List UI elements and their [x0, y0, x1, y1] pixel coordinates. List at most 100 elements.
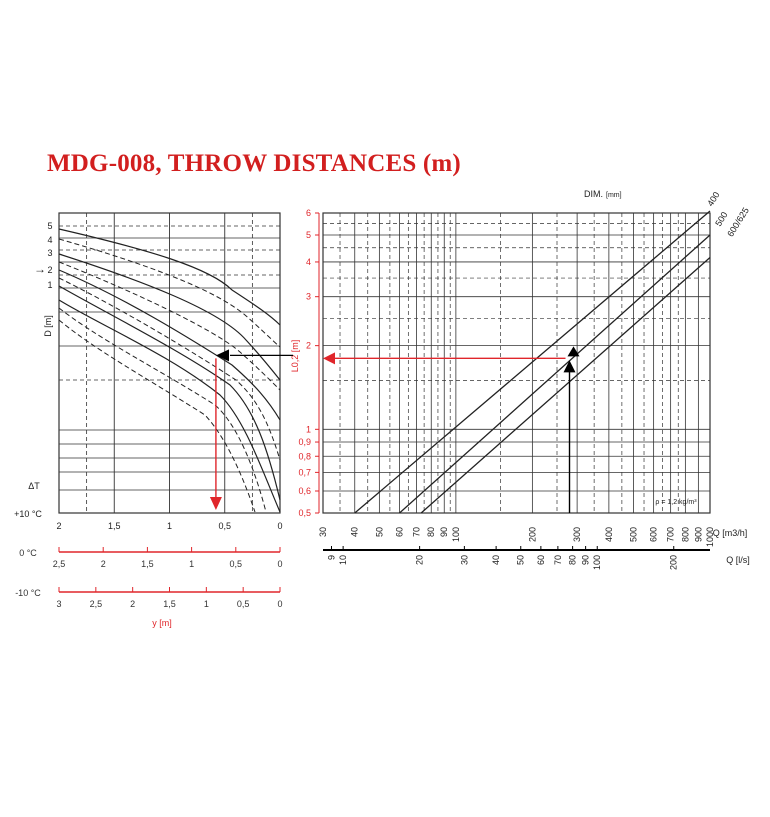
q-ls-tick-label-9: 90	[581, 555, 591, 565]
page-title: MDG-008, THROW DISTANCES (m)	[47, 150, 461, 177]
q-m3h-tick-label-14: 800	[680, 527, 690, 542]
left-curve-dashed-2	[58, 277, 281, 461]
dim-label: DIM.	[584, 189, 603, 199]
scale-1-tick-label-3: 1	[189, 559, 194, 569]
example-up-arrowhead-icon	[563, 360, 576, 373]
scale-2-tick-label-6: 0	[277, 599, 282, 609]
left-curve-dashed-0	[58, 238, 281, 348]
q-ls-tick-label-1: 10	[338, 555, 348, 565]
left-curve-label-4: 4	[47, 235, 52, 245]
q-ls-tick-label-4: 40	[491, 555, 501, 565]
left-curve-label-1: 1	[47, 280, 52, 290]
q-m3h-tick-label-10: 400	[604, 527, 614, 542]
q-ls-tick-label-10: 100	[592, 555, 602, 570]
scale-name-0: +10 °C	[14, 509, 42, 519]
q-m3h-tick-label-9: 300	[572, 527, 582, 542]
left-curve-4	[58, 299, 281, 513]
q-ls-axis-label: Q [l/s]	[726, 555, 750, 565]
scale-2-tick-label-2: 2	[130, 599, 135, 609]
scale-2-tick-label-4: 1	[204, 599, 209, 609]
left-marker-arrow-icon: →	[34, 262, 46, 276]
q-m3h-tick-label-7: 100	[451, 527, 461, 542]
right-y-tick-label-10: 0,5	[298, 508, 311, 518]
right-y-tick-label-6: 0,9	[298, 437, 311, 447]
left-curve-dashed-1	[58, 261, 281, 391]
q-ls-tick-label-5: 50	[516, 555, 526, 565]
example-red-left-arrowhead-icon	[323, 352, 335, 365]
q-ls-tick-label-0: 9	[326, 555, 336, 560]
scale-1-tick-label-5: 0	[277, 559, 282, 569]
left-curve-label-2: 2	[47, 265, 52, 275]
scale-0-tick-label-1: 1,5	[108, 521, 121, 531]
q-m3h-tick-label-0: 30	[318, 527, 328, 537]
q-m3h-tick-label-4: 70	[412, 527, 422, 537]
example-line-arrowhead-icon	[567, 346, 580, 357]
right-y-tick-label-0: 6	[306, 208, 311, 218]
left-y-axis-label: D [m]	[43, 315, 53, 337]
q-ls-tick-label-2: 20	[415, 555, 425, 565]
scale-0-tick-label-2: 1	[167, 521, 172, 531]
dim-series-line-600-625	[420, 257, 711, 514]
left-chart-frame	[58, 212, 281, 514]
q-m3h-tick-label-3: 60	[394, 527, 404, 537]
left-curve-label-5: 5	[47, 221, 52, 231]
dim-series-label-600-625: 600/625	[725, 206, 751, 239]
scale-2-tick-label-0: 3	[56, 599, 61, 609]
right-chart-frame	[322, 212, 711, 514]
q-ls-tick-label-11: 200	[669, 555, 679, 570]
scale-0-tick-label-3: 0,5	[218, 521, 231, 531]
example-left-chart-arrowhead-icon	[216, 349, 229, 362]
scale-1-tick-label-2: 1,5	[141, 559, 154, 569]
left-curve-3	[58, 285, 281, 501]
left-x-axis-label: y [m]	[152, 618, 172, 628]
dim-series-line-500	[399, 234, 711, 514]
right-y-tick-label-7: 0,8	[298, 451, 311, 461]
dim-series-label-400: 400	[705, 190, 721, 208]
q-m3h-axis-label: Q [m3/h]	[713, 528, 748, 538]
delta-t-label: ΔT	[28, 481, 40, 491]
scale-1-tick-label-0: 2,5	[53, 559, 66, 569]
q-ls-tick-label-8: 80	[568, 555, 578, 565]
q-m3h-tick-label-16: 1000	[705, 527, 715, 547]
q-m3h-tick-label-12: 600	[649, 527, 659, 542]
scale-name-1: 0 °C	[19, 548, 37, 558]
right-y-tick-label-4: 2	[306, 341, 311, 351]
left-curve-dashed-3	[58, 307, 267, 513]
scale-1-tick-label-4: 0,5	[230, 559, 243, 569]
scale-0-tick-label-4: 0	[277, 521, 282, 531]
left-curve-0	[58, 228, 281, 326]
right-y-tick-label-3: 3	[306, 292, 311, 302]
q-m3h-tick-label-6: 90	[439, 527, 449, 537]
scale-2-tick-label-5: 0,5	[237, 599, 250, 609]
scale-2-tick-label-1: 2,5	[90, 599, 103, 609]
right-y-tick-label-8: 0,7	[298, 467, 311, 477]
dim-series-label-500: 500	[713, 210, 729, 228]
q-m3h-tick-label-5: 80	[426, 527, 436, 537]
scale-0-tick-label-0: 2	[56, 521, 61, 531]
left-curve-1	[58, 253, 281, 381]
scale-2-tick-label-3: 1,5	[163, 599, 176, 609]
q-m3h-tick-label-8: 200	[527, 527, 537, 542]
q-m3h-tick-label-15: 900	[693, 527, 703, 542]
right-y-axis-label: L0,2 [m]	[290, 340, 300, 373]
right-y-tick-label-1: 5	[306, 230, 311, 240]
dim-unit-label: [mm]	[606, 192, 622, 199]
scale-name-2: -10 °C	[15, 588, 41, 598]
q-m3h-tick-label-1: 40	[350, 527, 360, 537]
example-red-down-arrowhead-icon	[209, 497, 222, 510]
q-ls-tick-label-7: 70	[553, 555, 563, 565]
right-y-tick-label-5: 1	[306, 424, 311, 434]
q-m3h-tick-label-2: 50	[374, 527, 384, 537]
q-ls-tick-label-6: 60	[536, 555, 546, 565]
scale-1-tick-label-1: 2	[101, 559, 106, 569]
dim-series-line-400	[354, 210, 711, 514]
q-m3h-tick-label-13: 700	[666, 527, 676, 542]
density-note: ρ = 1,2 kg/m³	[655, 499, 697, 506]
q-ls-tick-label-3: 30	[459, 555, 469, 565]
right-y-tick-label-9: 0,6	[298, 486, 311, 496]
left-curve-dashed-4	[58, 319, 256, 513]
right-y-tick-label-2: 4	[306, 257, 311, 267]
q-m3h-tick-label-11: 500	[629, 527, 639, 542]
left-curve-label-3: 3	[47, 248, 52, 258]
